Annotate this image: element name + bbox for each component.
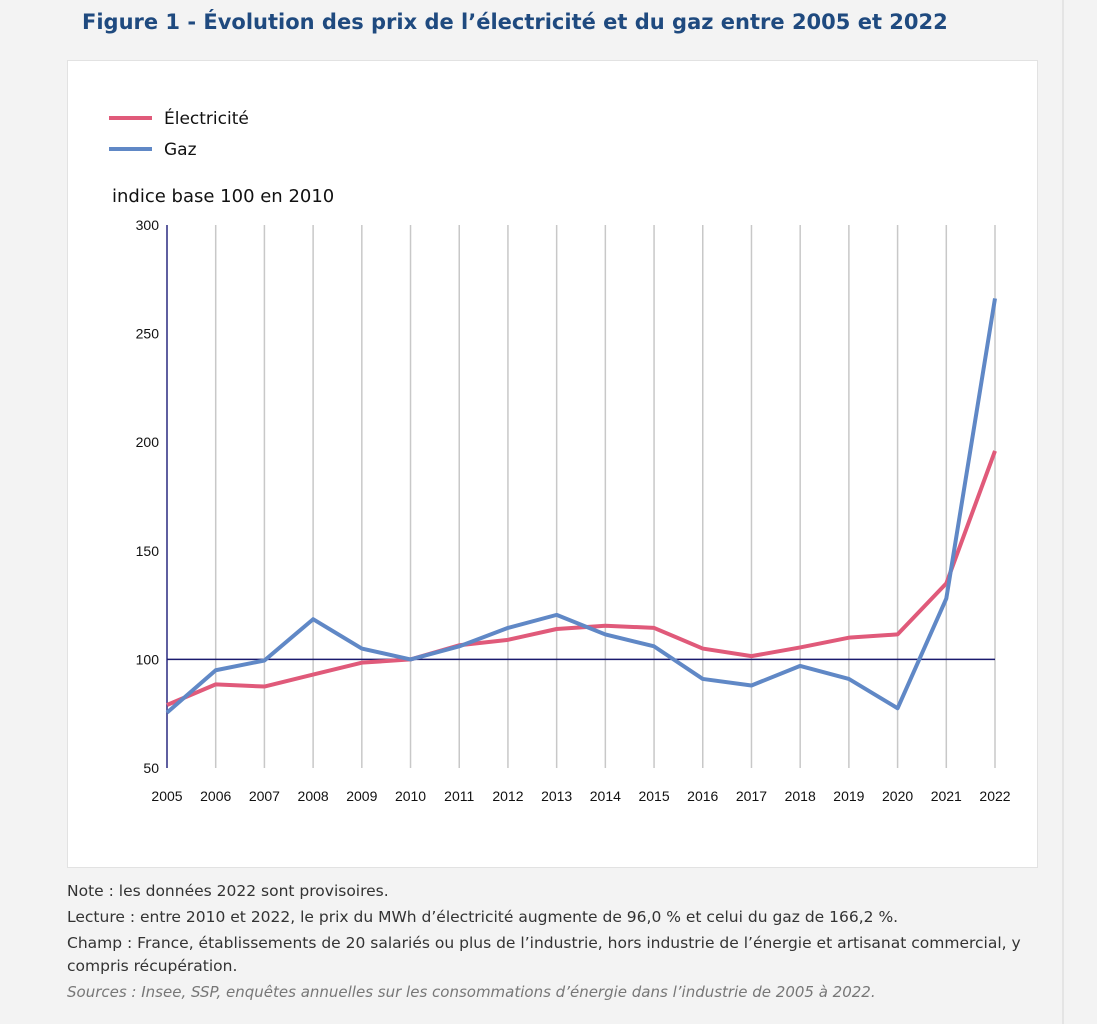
x-tick-label: 2013 (541, 788, 572, 804)
x-tick-label: 2006 (200, 788, 231, 804)
y-axis-label: indice base 100 en 2010 (112, 186, 334, 207)
y-tick-label: 300 (136, 217, 160, 233)
y-tick-label: 250 (136, 326, 160, 342)
series-line-electricite (166, 450, 997, 707)
x-tick-label: 2017 (736, 788, 767, 804)
legend-label-electricite: Électricité (164, 107, 249, 129)
x-tick-label: 2022 (979, 788, 1010, 804)
x-tick-label: 2014 (590, 788, 621, 804)
x-tick-label: 2020 (882, 788, 913, 804)
x-tick-label: 2007 (249, 788, 280, 804)
lecture-text: Lecture : entre 2010 et 2022, le prix du… (67, 908, 899, 926)
figure-notes: Note : les données 2022 sont provisoires… (67, 880, 1047, 1007)
x-tick-label: 2015 (638, 788, 669, 804)
legend-label-gaz: Gaz (164, 140, 197, 160)
x-tick-label: 2005 (151, 788, 182, 804)
x-tick-label: 2016 (687, 788, 718, 804)
chart-container: 2005 2006 2007 2008 2009 2010 2011 2012 2013 2014… (67, 60, 1038, 868)
page-border (1062, 0, 1064, 1024)
series-line-gaz (165, 298, 997, 715)
figure-title: Figure 1 - Évolution des prix de l’élect… (82, 10, 948, 34)
x-tick-label: 2010 (395, 788, 426, 804)
line-chart: 2005 2006 2007 2008 2009 2010 2011 2012 2013 2014… (109, 107, 1011, 804)
x-tick-label: 2012 (492, 788, 523, 804)
y-tick-label: 200 (136, 434, 160, 450)
y-tick-label: 50 (143, 760, 159, 776)
y-tick-label: 100 (136, 651, 160, 667)
x-tick-label: 2011 (444, 788, 474, 804)
x-tick-label: 2008 (298, 788, 329, 804)
note-text: Note : les données 2022 sont provisoires… (67, 882, 389, 900)
x-tick-label: 2009 (346, 788, 377, 804)
x-tick-label: 2021 (931, 788, 962, 804)
x-tick-label: 2018 (785, 788, 816, 804)
y-tick-label: 150 (136, 543, 160, 559)
x-tick-label: 2019 (833, 788, 864, 804)
sources-text: Sources : Insee, SSP, enquêtes annuelles… (67, 983, 876, 1001)
champ-text: Champ : France, établissements de 20 sal… (67, 934, 1021, 975)
